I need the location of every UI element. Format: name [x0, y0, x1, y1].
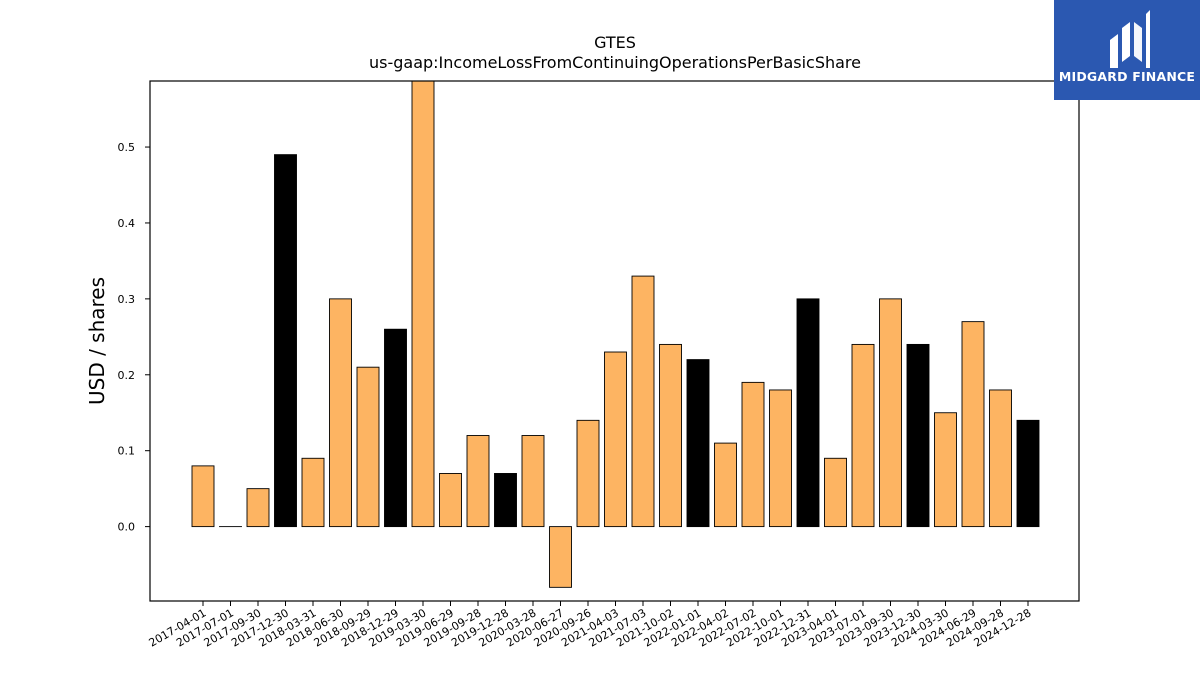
bar-2021-04-03 — [604, 351, 627, 528]
bar-2018-06-30 — [329, 298, 352, 528]
bar-2019-09-28 — [466, 435, 490, 528]
y-tick-label: 0.2 — [118, 369, 136, 382]
y-tick-label: 0.1 — [118, 445, 136, 458]
bar-2021-07-03 — [631, 275, 655, 528]
chart-subtitle: us-gaap:IncomeLossFromContinuingOperatio… — [369, 53, 861, 72]
y-axis-label: USD / shares — [85, 277, 109, 405]
y-tick-label: 0.4 — [118, 217, 136, 230]
brand-name: MIDGARD FINANCE — [1059, 69, 1195, 84]
bar-2018-03-31 — [301, 457, 325, 528]
bar-2020-03-28 — [521, 435, 545, 528]
bar-2023-09-30 — [879, 298, 902, 528]
bar-2024-09-28 — [989, 389, 1012, 528]
bar-2022-12-31 — [796, 298, 820, 528]
y-tick-label: 0.5 — [118, 141, 136, 154]
bar-2020-09-26 — [576, 419, 600, 528]
y-tick-label: 0.0 — [118, 521, 136, 534]
bar-2021-10-02 — [659, 343, 682, 528]
bar-2017-12-30 — [274, 154, 297, 528]
bar-2022-04-02 — [714, 442, 737, 528]
bar-2019-06-29 — [439, 473, 462, 528]
brand-logo: MIDGARD FINANCE — [1054, 0, 1200, 100]
y-tick-label: 0.3 — [118, 293, 136, 306]
bar-2017-09-30 — [246, 488, 270, 528]
bar-2023-04-01 — [824, 457, 847, 528]
y-axis: 0.0 0.1 0.2 0.3 0.4 0.5 — [118, 141, 150, 534]
midgard-m-icon — [1110, 10, 1150, 68]
bar-2019-12-28 — [494, 473, 517, 528]
bar-2023-07-01 — [851, 343, 875, 528]
bar-2024-06-29 — [961, 321, 985, 528]
plot-frame — [149, 80, 1080, 602]
bars-layer — [191, 80, 1040, 588]
bar-2023-12-30 — [906, 343, 930, 528]
bar-2022-01-01 — [686, 359, 710, 528]
bar-2017-04-01 — [191, 465, 215, 528]
bar-2020-06-27 — [549, 526, 572, 588]
chart-title: GTES — [594, 33, 636, 52]
bar-2024-12-28 — [1016, 419, 1040, 528]
bar-2019-03-30 — [411, 80, 435, 528]
bar-2022-10-01 — [769, 389, 792, 528]
bar-2022-07-02 — [741, 381, 765, 528]
bar-2024-03-30 — [934, 412, 957, 528]
bar-2018-09-29 — [356, 366, 380, 528]
bar-2018-12-29 — [384, 328, 407, 528]
